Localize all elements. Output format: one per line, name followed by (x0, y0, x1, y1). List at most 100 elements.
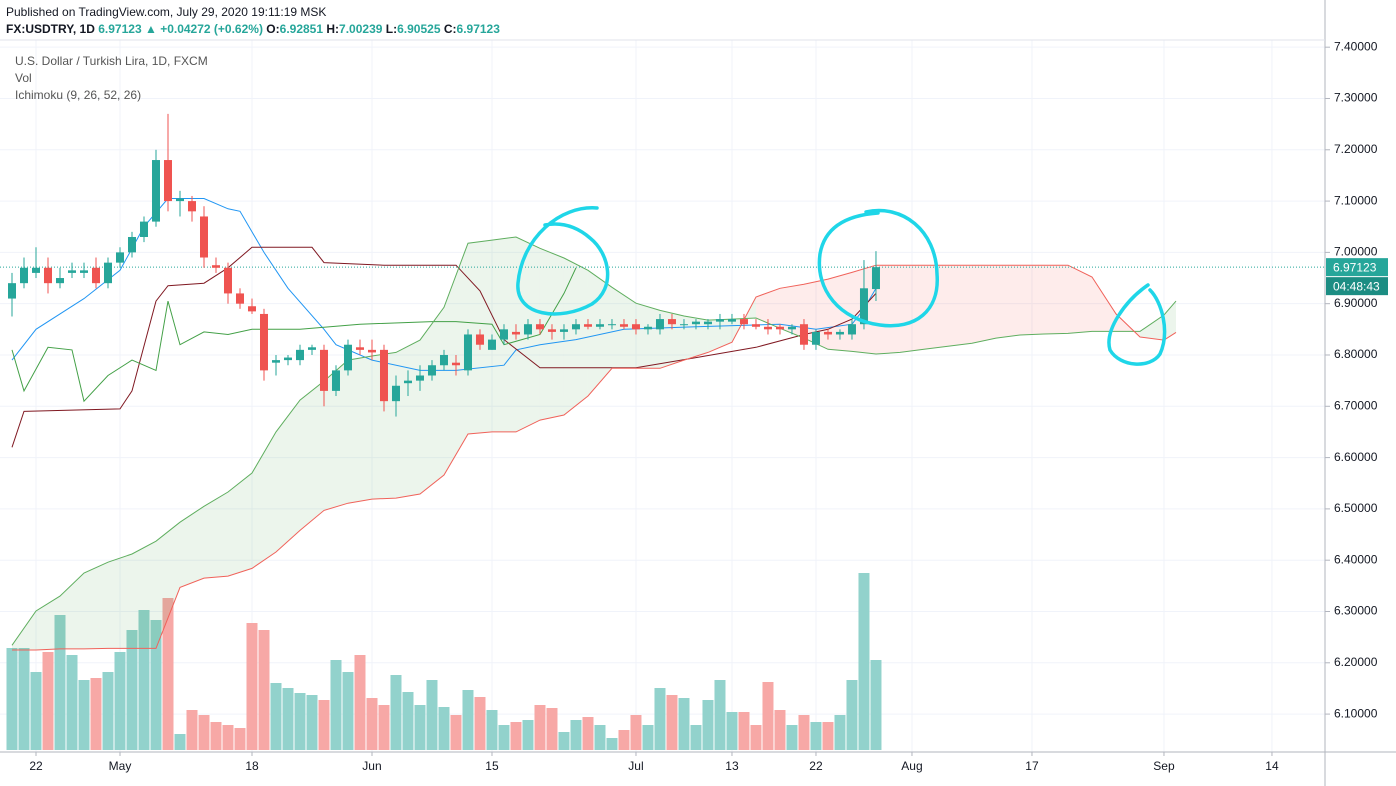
cloud-segment (827, 272, 852, 352)
candle-body (463, 334, 472, 371)
volume-bar (678, 698, 690, 750)
cloud-segment (587, 270, 612, 397)
symbol: FX:USDTRY, 1D (6, 22, 95, 36)
hand-drawn-circle (817, 208, 939, 328)
candle-body (787, 326, 796, 330)
cloud-segment (155, 522, 180, 649)
indicator-line (11, 267, 577, 403)
y-tick-label: 6.70000 (1334, 398, 1378, 412)
candle-body (547, 329, 556, 332)
cloud-segment (251, 431, 276, 569)
y-tick-label: 6.40000 (1334, 552, 1378, 566)
volume-bar (798, 715, 810, 750)
cloud-segment (179, 506, 204, 588)
candle-body (595, 324, 604, 327)
candle-body (307, 347, 316, 350)
volume-bar (138, 610, 150, 750)
y-tick-label: 7.30000 (1334, 91, 1378, 105)
candle-body (55, 278, 64, 284)
candle-body (571, 324, 580, 330)
volume-bar (414, 705, 426, 750)
candle-body (655, 319, 664, 330)
volume-bar (558, 732, 570, 750)
cloud-segment (803, 279, 828, 350)
volume-bar (306, 695, 318, 750)
cloud-segment (227, 472, 252, 577)
volume-bar (390, 675, 402, 750)
candle-body (823, 331, 832, 335)
cloud-segment (899, 265, 924, 353)
volume-bar (810, 722, 822, 750)
volume-bar (294, 693, 306, 750)
candle-body (103, 262, 112, 284)
candle-body (115, 252, 124, 263)
candle-body (223, 267, 232, 294)
candle-body (211, 265, 220, 268)
volume-bar (570, 720, 582, 750)
countdown: 04:48:43 (1333, 279, 1380, 293)
cloud-segment (1043, 265, 1068, 334)
hand-drawn-circle (516, 206, 610, 316)
candle-body (151, 160, 160, 222)
cloud-segment (755, 288, 780, 329)
cloud-segment (323, 360, 348, 511)
volume-bar (582, 717, 594, 750)
y-tick-label: 7.40000 (1334, 39, 1378, 53)
volume-bar (402, 692, 414, 750)
cloud-segment (875, 265, 900, 354)
volume-bar (510, 722, 522, 750)
low-value: 6.90525 (397, 22, 441, 36)
volume-bar (126, 630, 138, 750)
volume-bar (354, 655, 366, 750)
volume-bar (42, 652, 54, 750)
symbol-bar: FX:USDTRY, 1D 6.97123 ▲ +0.04272 (+0.62%… (6, 22, 500, 36)
volume-bar (642, 725, 654, 750)
volume-bar (618, 730, 630, 750)
volume-bar (594, 725, 606, 750)
x-tick-label: May (109, 759, 132, 773)
volume-bar (774, 710, 786, 750)
last-price: 6.97123 (98, 22, 142, 36)
volume-bar (270, 683, 282, 750)
volume-bar (762, 682, 774, 750)
cloud-segment (1091, 277, 1116, 332)
volume-bar (222, 725, 234, 750)
candle-body (727, 319, 736, 322)
candle-body (511, 331, 520, 335)
candle-body (67, 270, 76, 273)
legend-indicator: Ichimoku (9, 26, 52, 26) (15, 88, 142, 102)
cloud-segment (1067, 265, 1092, 334)
candle-body (79, 270, 88, 273)
candle-body (667, 319, 676, 325)
indicator-line (11, 246, 877, 448)
volume-bar (498, 725, 510, 750)
volume-bar (114, 652, 126, 750)
volume-bar (186, 710, 198, 750)
volume-bar (318, 700, 330, 750)
candle-body (499, 329, 508, 340)
volume-bar (6, 648, 18, 750)
cloud-segment (923, 265, 948, 350)
candle-body (643, 326, 652, 330)
candle-body (775, 326, 784, 330)
candle-body (343, 344, 352, 371)
cloud-segment (35, 596, 60, 650)
candle-body (19, 267, 28, 284)
candle-body (535, 324, 544, 330)
candle-body (259, 313, 268, 371)
l-label: L: (385, 22, 398, 36)
volume-bar (18, 648, 30, 750)
volume-bar (78, 680, 90, 750)
cloud-segment (635, 303, 660, 369)
volume-bar (630, 715, 642, 750)
annotations (516, 206, 1167, 366)
volume-bar (462, 690, 474, 750)
volume-bar (258, 630, 270, 750)
price-label: 6.97123 (1333, 260, 1377, 274)
volume-bar (378, 705, 390, 750)
cloud-segment (659, 310, 684, 369)
volume-bar (654, 688, 666, 750)
candle-body (439, 354, 448, 366)
cloud-segment (203, 491, 228, 579)
